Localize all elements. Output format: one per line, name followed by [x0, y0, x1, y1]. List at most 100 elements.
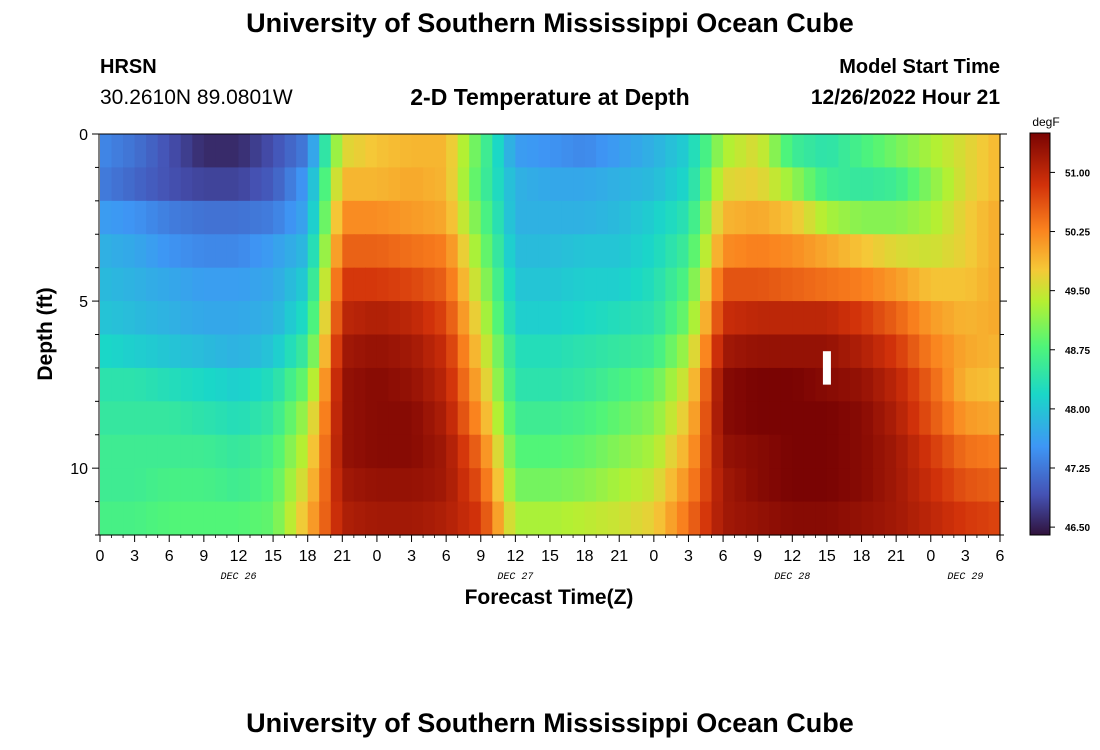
heatmap-cell: [503, 501, 516, 536]
heatmap-cell: [307, 200, 320, 235]
heatmap-cell: [965, 468, 978, 503]
heatmap-cell: [376, 501, 390, 536]
heatmap-cell: [769, 501, 782, 536]
heatmap-cell: [688, 200, 701, 235]
heatmap-cell: [284, 334, 297, 369]
heatmap-cell: [584, 334, 597, 369]
heatmap-cell: [561, 167, 574, 202]
heatmap-cell: [284, 134, 297, 169]
x-tick-label: 0: [372, 548, 381, 565]
heatmap-cell: [457, 334, 470, 369]
heatmap-cell: [676, 334, 690, 369]
heatmap-cell: [919, 501, 932, 536]
heatmap-cell: [803, 468, 816, 503]
heatmap-cell: [503, 401, 516, 436]
heatmap-cell: [942, 167, 955, 202]
heatmap-cell: [446, 401, 459, 436]
heatmap-cell: [792, 501, 805, 536]
heatmap-cell: [919, 167, 932, 202]
heatmap-cell: [815, 134, 828, 169]
heatmap-cell: [653, 200, 666, 235]
heatmap-cell: [930, 167, 943, 202]
heatmap-cell: [930, 367, 943, 402]
heatmap-cell: [896, 468, 909, 503]
heatmap-cell: [423, 501, 436, 536]
heatmap-cell: [619, 167, 632, 202]
heatmap-cell: [550, 134, 563, 169]
heatmap-cell: [861, 167, 874, 202]
heatmap-cell: [723, 167, 736, 202]
heatmap-cell: [838, 167, 851, 202]
heatmap-cell: [192, 200, 205, 235]
heatmap-cell: [250, 234, 263, 269]
heatmap-cell: [273, 501, 286, 536]
heatmap-cell: [942, 401, 955, 436]
heatmap-cell: [215, 301, 228, 336]
heatmap-cell: [111, 334, 124, 369]
heatmap-cell: [896, 234, 909, 269]
heatmap-cell: [146, 401, 159, 436]
x-tick-label: 18: [853, 548, 871, 565]
heatmap-cell: [826, 234, 840, 269]
heatmap-cell: [769, 367, 782, 402]
heatmap-cell: [942, 367, 955, 402]
heatmap-cell: [826, 501, 840, 536]
heatmap-cell: [550, 234, 563, 269]
heatmap-cell: [526, 401, 540, 436]
heatmap-cell: [169, 167, 182, 202]
heatmap-cell: [584, 401, 597, 436]
heatmap-cell: [861, 267, 874, 302]
heatmap-cell: [642, 401, 655, 436]
heatmap-cell: [261, 301, 274, 336]
heatmap-cell: [734, 267, 747, 302]
heatmap-cell: [250, 468, 263, 503]
heatmap-cell: [261, 167, 274, 202]
heatmap-cell: [330, 200, 343, 235]
heatmap-cell: [515, 501, 528, 536]
heatmap-cell: [665, 234, 678, 269]
heatmap-cell: [400, 301, 413, 336]
heatmap-cell: [353, 401, 366, 436]
heatmap-cell: [653, 468, 666, 503]
colorbar-tick-label: 48.75: [1065, 346, 1090, 357]
heatmap-cell: [319, 234, 332, 269]
heatmap-cell: [157, 267, 170, 302]
heatmap-cell: [250, 367, 263, 402]
x-tick-label: 0: [96, 548, 105, 565]
heatmap-cell: [838, 501, 851, 536]
heatmap-cell: [711, 167, 724, 202]
heatmap-cell: [676, 501, 690, 536]
heatmap-cell: [838, 234, 851, 269]
heatmap-cell: [953, 501, 966, 536]
heatmap-cell: [457, 267, 470, 302]
heatmap-cell: [250, 434, 263, 469]
heatmap-cell: [676, 468, 690, 503]
heatmap-cell: [480, 301, 493, 336]
heatmap-cell: [630, 468, 643, 503]
heatmap-cell: [319, 501, 332, 536]
heatmap-cell: [826, 200, 840, 235]
x-tick-label: 18: [576, 548, 594, 565]
heatmap-cell: [330, 501, 343, 536]
heatmap-cell: [180, 434, 193, 469]
heatmap-cell: [238, 301, 251, 336]
heatmap-cell: [919, 234, 932, 269]
heatmap-cell: [780, 501, 793, 536]
heatmap-cell: [711, 367, 724, 402]
heatmap-cell: [111, 434, 124, 469]
x-tick-label: 0: [926, 548, 935, 565]
model-start-label: Model Start Time: [839, 56, 1000, 78]
heatmap-cell: [607, 167, 620, 202]
heatmap-cell: [619, 401, 632, 436]
heatmap-cell: [411, 401, 424, 436]
heatmap-cell: [434, 200, 447, 235]
heatmap-cell: [561, 501, 574, 536]
heatmap-cell: [388, 468, 401, 503]
heatmap-cell: [376, 134, 390, 169]
heatmap-cell: [203, 267, 216, 302]
heatmap-cell: [342, 468, 355, 503]
heatmap-cell: [896, 267, 909, 302]
heatmap-cell: [861, 134, 874, 169]
heatmap-cell: [838, 334, 851, 369]
heatmap-cell: [723, 434, 736, 469]
